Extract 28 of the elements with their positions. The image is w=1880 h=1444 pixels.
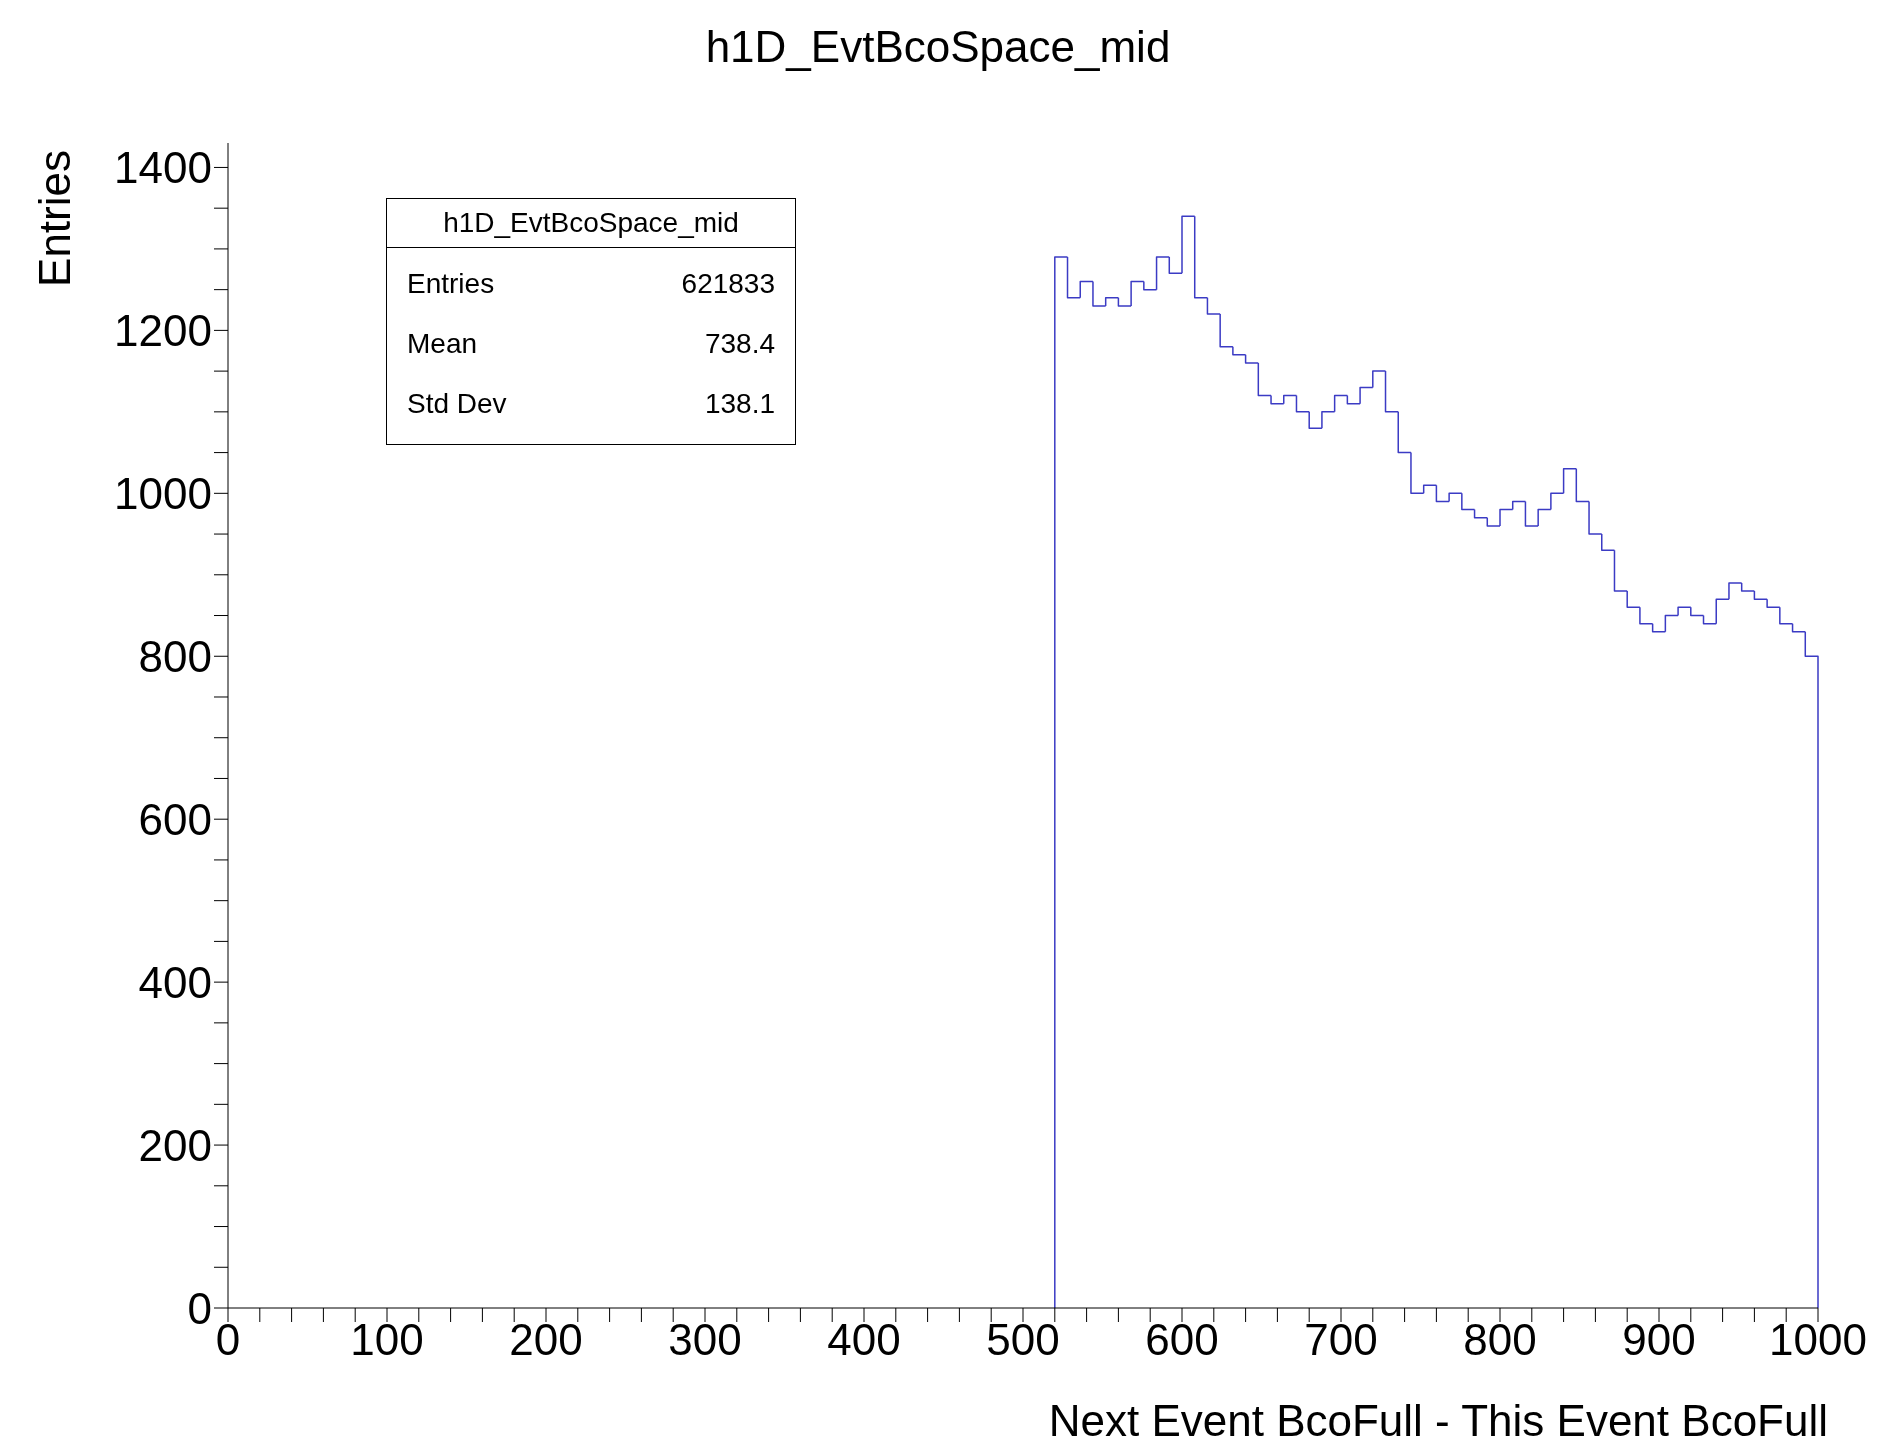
x-tick-label: 100: [350, 1315, 424, 1365]
y-tick-label: 200: [138, 1120, 212, 1170]
x-tick-label: 700: [1304, 1315, 1378, 1365]
x-tick-label: 200: [509, 1315, 583, 1365]
x-tick-label: 900: [1622, 1315, 1696, 1365]
y-tick-label: 1400: [114, 143, 212, 193]
x-tick-label: 800: [1463, 1315, 1537, 1365]
x-tick-label: 1000: [1769, 1315, 1867, 1365]
y-axis-title: Entries: [30, 150, 80, 287]
annotation: Std Dev: [407, 387, 507, 421]
y-tick-label: 800: [138, 631, 212, 681]
annotation: 621833: [681, 267, 775, 301]
y-tick-label: 600: [138, 794, 212, 844]
x-tick-label: 600: [1145, 1315, 1219, 1365]
x-tick-label: 300: [668, 1315, 742, 1365]
annotation: 738.4: [704, 327, 775, 361]
y-tick-label: 1200: [114, 306, 212, 355]
annotation: Mean: [407, 327, 478, 361]
chart-title: h1D_EvtBcoSpace_mid: [704, 22, 1172, 72]
x-tick-label: 500: [986, 1315, 1060, 1365]
annotation: 138.1: [704, 387, 775, 421]
x-tick-label: 400: [827, 1315, 901, 1365]
y-tick-label: 0: [187, 1283, 212, 1333]
annotation: h1D_EvtBcoSpace_mid: [387, 199, 795, 248]
y-tick-label: 400: [138, 957, 212, 1007]
annotation: Entries: [407, 267, 495, 301]
x-axis-title: Next Event BcoFull - This Event BcoFull: [1048, 1396, 1828, 1444]
y-tick-label: 1000: [114, 468, 212, 518]
